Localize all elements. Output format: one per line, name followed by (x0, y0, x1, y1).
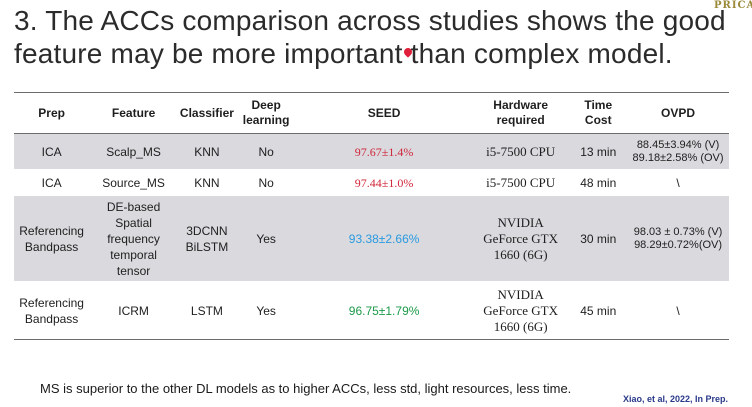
feature-line: DE-based (106, 199, 161, 214)
footnote: MS is superior to the other DL models as… (40, 381, 572, 396)
cell-feature: ICRM (89, 281, 178, 340)
prep-line: Bandpass (24, 239, 79, 254)
table-row: Referencing Bandpass DE-based Spatial fr… (14, 195, 729, 282)
table-row: Referencing Bandpass ICRM LSTM Yes 96.75… (14, 281, 729, 340)
hardware-line: NVIDIA (497, 214, 544, 230)
cell-seed: 93.38±2.66% (296, 195, 472, 282)
citation: Xiao, et al, 2022, In Prep. (622, 394, 728, 404)
cell-classifier: KNN (177, 133, 236, 170)
cell-time-cost: 45 min (569, 281, 628, 340)
hardware-line: 1660 (6G) (493, 246, 548, 262)
table-row: ICA Source_MS KNN No 97.44±1.0% i5-7500 … (14, 170, 729, 196)
cell-prep: Referencing Bandpass (14, 281, 90, 340)
header-deep-learning: Deep learning (235, 92, 297, 134)
cell-prep: Referencing Bandpass (14, 195, 90, 282)
cell-prep: ICA (41, 175, 62, 190)
header-seed: SEED (296, 92, 472, 134)
cell-hardware: i5-7500 CPU (486, 174, 556, 190)
cell-ovpd: 98.03 ± 0.73% (V) 98.29±0.72%(OV) (627, 195, 729, 282)
cell-prep: ICA (14, 133, 90, 170)
prep-line: Bandpass (24, 311, 79, 326)
cell-ovpd: \ (627, 281, 729, 340)
header-prep: Prep (14, 92, 90, 134)
ovpd-line: 89.18±2.58% (OV) (632, 151, 724, 164)
header-hardware: Hardware required (471, 92, 570, 134)
cell-classifier: KNN (194, 175, 220, 190)
feature-line: temporal (110, 247, 157, 262)
cell-feature: DE-based Spatial frequency temporal tens… (89, 195, 178, 282)
cell-hardware: NVIDIA GeForce GTX 1660 (6G) (471, 195, 570, 282)
hardware-line: GeForce GTX (483, 302, 559, 318)
header-classifier: Classifier (177, 92, 236, 134)
cell-seed: 97.67±1.4% (296, 133, 472, 170)
cell-feature: Scalp_MS (89, 133, 178, 170)
cell-deep-learning: Yes (235, 281, 297, 340)
cell-hardware: i5-7500 CPU (471, 133, 570, 170)
prep-line: Referencing (19, 295, 84, 310)
cell-deep-learning: No (235, 133, 297, 170)
cell-feature: Source_MS (102, 175, 165, 190)
cell-time-cost: 13 min (569, 133, 628, 170)
cell-deep-learning: Yes (235, 195, 297, 282)
cell-deep-learning: No (258, 175, 274, 190)
feature-line: tensor (116, 263, 151, 278)
cell-time-cost: 30 min (569, 195, 628, 282)
ovpd-line: 98.29±0.72%(OV) (634, 238, 723, 251)
hardware-line: NVIDIA (497, 286, 544, 302)
ovpd-line: 88.45±3.94% (V) (636, 138, 720, 151)
header-feature: Feature (89, 92, 178, 134)
hardware-line: 1660 (6G) (493, 318, 548, 334)
cell-classifier: 3DCNN BiLSTM (177, 195, 236, 282)
comparison-table: Prep Feature Classifier Deep learning SE… (14, 92, 729, 340)
logo: PRICA (714, 0, 752, 11)
cell-hardware: NVIDIA GeForce GTX 1660 (6G) (471, 281, 570, 340)
prep-line: Referencing (19, 223, 84, 238)
cell-ovpd: \ (676, 175, 680, 190)
cell-seed: 97.44±1.0% (354, 175, 414, 190)
classifier-line: 3DCNN (186, 223, 228, 238)
feature-line: frequency (107, 231, 160, 246)
header-ovpd: OVPD (627, 92, 729, 134)
cell-ovpd: 88.45±3.94% (V) 89.18±2.58% (OV) (627, 133, 729, 170)
table-header-row: Prep Feature Classifier Deep learning SE… (14, 92, 729, 134)
feature-line: Spatial (115, 215, 152, 230)
classifier-line: BiLSTM (185, 239, 229, 254)
cell-seed: 96.75±1.79% (296, 281, 472, 340)
cell-time-cost: 48 min (580, 175, 617, 190)
slide-title: 3. The ACCs comparison across studies sh… (14, 5, 726, 69)
header-time-cost: Time Cost (569, 92, 628, 134)
ovpd-line: 98.03 ± 0.73% (V) (633, 225, 723, 238)
hardware-line: GeForce GTX (483, 230, 559, 246)
cell-classifier: LSTM (177, 281, 236, 340)
table-row: ICA Scalp_MS KNN No 97.67±1.4% i5-7500 C… (14, 133, 729, 170)
